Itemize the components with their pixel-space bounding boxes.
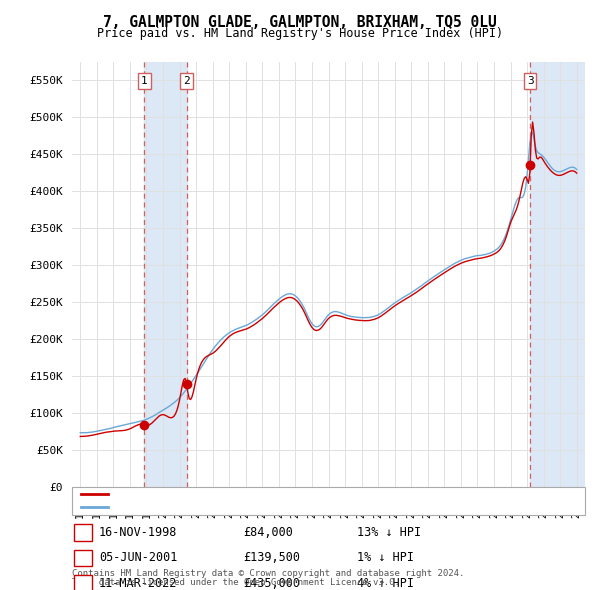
- Text: 3: 3: [527, 76, 533, 86]
- Text: HPI: Average price, detached house, Torbay: HPI: Average price, detached house, Torb…: [114, 502, 377, 512]
- Text: £435,000: £435,000: [243, 576, 300, 590]
- Text: 11-MAR-2022: 11-MAR-2022: [99, 576, 178, 590]
- Text: Contains HM Land Registry data © Crown copyright and database right 2024.: Contains HM Land Registry data © Crown c…: [72, 569, 464, 578]
- Text: Price paid vs. HM Land Registry's House Price Index (HPI): Price paid vs. HM Land Registry's House …: [97, 27, 503, 40]
- Text: £84,000: £84,000: [243, 526, 293, 539]
- Text: 05-JUN-2001: 05-JUN-2001: [99, 551, 178, 565]
- Text: 7, GALMPTON GLADE, GALMPTON, BRIXHAM, TQ5 0LU (detached house): 7, GALMPTON GLADE, GALMPTON, BRIXHAM, TQ…: [114, 489, 502, 499]
- Text: 4% ↑ HPI: 4% ↑ HPI: [357, 576, 414, 590]
- Text: 13% ↓ HPI: 13% ↓ HPI: [357, 526, 421, 539]
- Text: 16-NOV-1998: 16-NOV-1998: [99, 526, 178, 539]
- Bar: [530, 62, 585, 487]
- Text: 2: 2: [183, 76, 190, 86]
- Text: £139,500: £139,500: [243, 551, 300, 565]
- Text: 7, GALMPTON GLADE, GALMPTON, BRIXHAM, TQ5 0LU: 7, GALMPTON GLADE, GALMPTON, BRIXHAM, TQ…: [103, 15, 497, 30]
- Text: 1% ↓ HPI: 1% ↓ HPI: [357, 551, 414, 565]
- Bar: [145, 62, 187, 487]
- Text: 3: 3: [80, 576, 87, 590]
- Text: 1: 1: [80, 526, 87, 539]
- Text: 1: 1: [141, 76, 148, 86]
- Text: 2: 2: [80, 551, 87, 565]
- Text: This data is licensed under the Open Government Licence v3.0.: This data is licensed under the Open Gov…: [72, 578, 400, 587]
